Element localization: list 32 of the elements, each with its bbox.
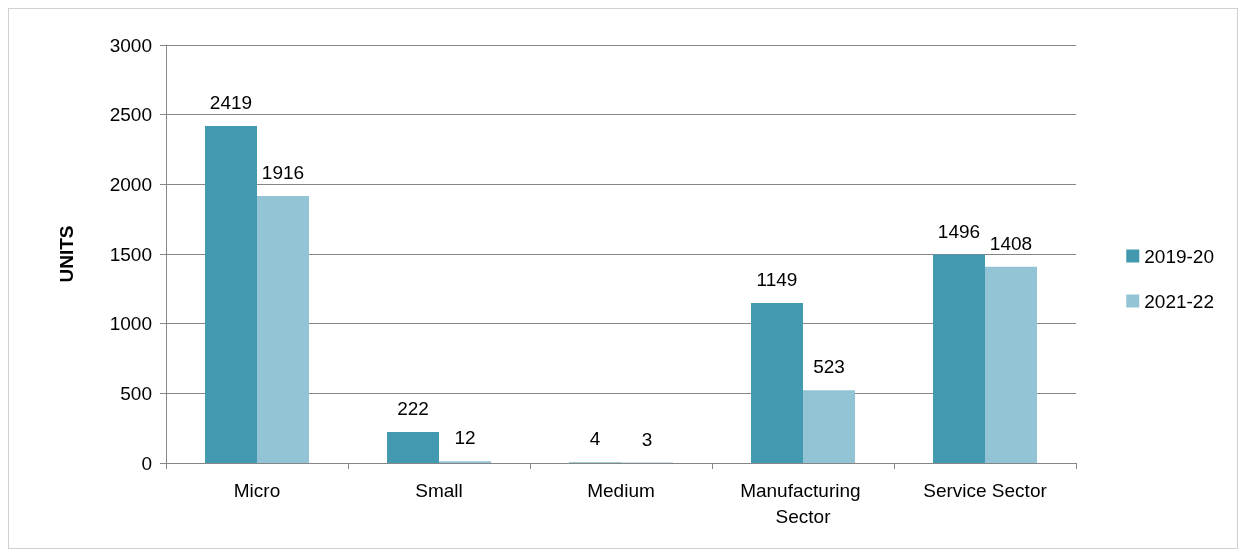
data-label: 3 (641, 428, 653, 450)
x-tick-label: Service Sector (923, 479, 1048, 501)
data-label: 1496 (937, 220, 981, 242)
x-tick-label: Micro (233, 479, 281, 501)
x-tick-label: Manufacturing Sector (740, 479, 866, 527)
data-label: 2419 (209, 91, 253, 113)
y-tick-label: 1500 (109, 243, 152, 265)
bar (803, 390, 855, 463)
bar (985, 266, 1037, 463)
data-label: 12 (454, 427, 476, 449)
data-label: 1149 (756, 268, 798, 290)
x-tick-label: Medium (587, 479, 655, 501)
bar (933, 254, 985, 463)
y-tick-label: 0 (141, 452, 152, 474)
data-label: 222 (397, 398, 429, 420)
data-label: 1408 (989, 232, 1033, 254)
data-label: 523 (813, 356, 845, 378)
y-tick-label: 2500 (109, 104, 152, 126)
legend-label: 2019-20 (1144, 245, 1215, 267)
y-tick-label: 500 (120, 382, 152, 404)
y-tick-label: 3000 (109, 34, 152, 56)
data-label: 4 (589, 428, 601, 450)
y-tick-label: 1000 (109, 313, 152, 335)
bar (257, 196, 309, 463)
bar (751, 302, 803, 463)
bar (205, 125, 257, 463)
data-label: 1916 (261, 162, 305, 184)
bar (387, 432, 439, 463)
x-tick-label: Small (415, 479, 463, 501)
y-axis-title: UNITS (56, 225, 77, 283)
y-tick-label: 2000 (109, 173, 152, 195)
legend-label: 2021-22 (1144, 290, 1215, 312)
